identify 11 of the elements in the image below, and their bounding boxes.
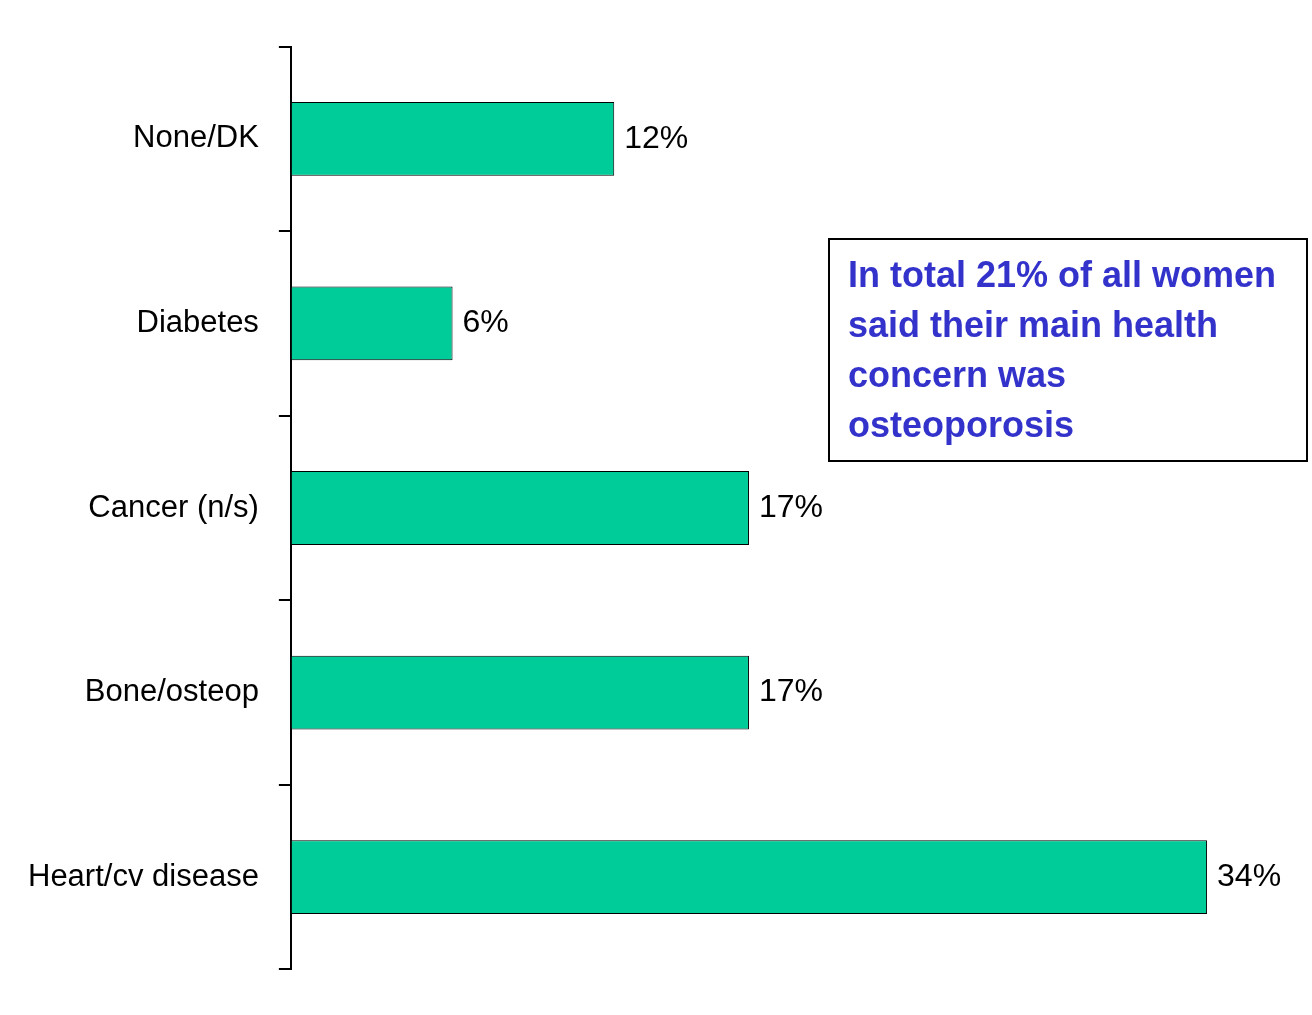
data-label: 34% [1217, 856, 1282, 893]
y-tick-label: None/DK [133, 119, 260, 155]
y-tick-label: Cancer (n/s) [88, 488, 259, 524]
data-label: 6% [462, 303, 509, 340]
data-label: 12% [624, 118, 689, 155]
y-tick-label: Diabetes [136, 303, 259, 339]
y-tick-label: Heart/cv disease [27, 857, 259, 893]
y-tick-label: Bone/osteop [84, 673, 259, 709]
data-label: 17% [758, 672, 824, 709]
data-label: 17% [758, 487, 824, 524]
annotation: In total 21% of all women said their main health concern was osteoporosis [828, 238, 1308, 462]
